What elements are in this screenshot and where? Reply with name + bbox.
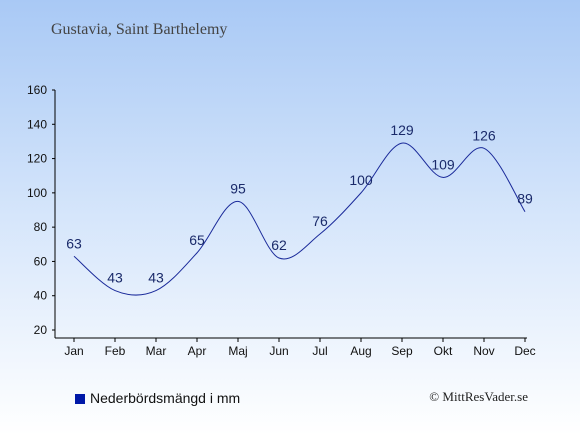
data-label: 100	[349, 172, 373, 188]
copyright-notice: © MittResVader.se	[429, 389, 528, 404]
data-label: 95	[230, 180, 246, 196]
data-label: 62	[271, 237, 287, 253]
x-tick-label: Sep	[391, 344, 413, 358]
x-tick-label: Jul	[312, 344, 327, 358]
chart-title: Gustavia, Saint Barthelemy	[51, 21, 228, 38]
y-tick-label: 60	[34, 254, 48, 268]
data-label: 63	[66, 235, 82, 251]
y-tick-label: 160	[27, 83, 47, 97]
x-tick-label: Apr	[188, 344, 207, 358]
y-tick-label: 80	[34, 220, 48, 234]
x-tick-label: Maj	[228, 344, 247, 358]
y-tick-label: 140	[27, 117, 47, 131]
x-tick-label: Aug	[350, 344, 371, 358]
legend-swatch	[75, 394, 85, 404]
x-tick-label: Feb	[105, 344, 126, 358]
data-label: 65	[189, 232, 205, 248]
y-tick-label: 100	[27, 186, 47, 200]
data-label: 126	[472, 127, 496, 143]
data-label: 129	[390, 122, 414, 138]
data-label: 43	[107, 270, 123, 286]
data-label: 43	[148, 270, 164, 286]
x-tick-label: Mar	[146, 344, 167, 358]
y-tick-label: 120	[27, 152, 47, 166]
series-line	[73, 142, 526, 296]
x-tick-label: Okt	[434, 344, 453, 358]
x-tick-label: Jun	[269, 344, 288, 358]
data-label: 109	[431, 156, 455, 172]
y-tick-label: 40	[34, 289, 48, 303]
x-tick-label: Nov	[473, 344, 494, 358]
legend: Nederbördsmängd i mm	[75, 390, 240, 406]
data-label: 89	[517, 191, 533, 207]
data-label: 76	[312, 213, 328, 229]
legend-label: Nederbördsmängd i mm	[90, 390, 241, 406]
x-tick-label: Dec	[514, 344, 535, 358]
y-tick-label: 20	[34, 323, 48, 337]
x-tick-label: Jan	[64, 344, 83, 358]
